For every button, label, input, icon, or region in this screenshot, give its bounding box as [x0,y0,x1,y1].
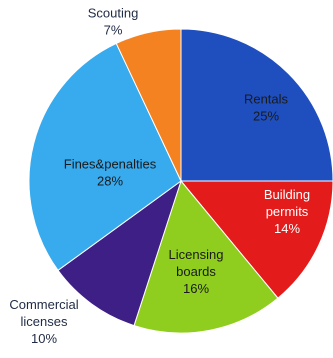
category-label: Commercial [9,297,78,312]
label-rentals: Rentals 25% [244,92,289,124]
value-label: 16% [183,281,209,296]
label-building-permits: Building permits 14% [264,187,310,236]
category-label: Fines&penalties [64,157,157,172]
pie-slices [28,28,333,334]
label-fines-penalties: Fines&penalties 28% [64,157,157,189]
value-label: 7% [104,23,123,38]
pie-labels: Rentals 25% Building permits 14% Licensing boa… [9,6,310,347]
category-label: Scouting [88,6,139,21]
slice-commercial-licenses [57,179,182,327]
value-label: 14% [274,221,300,236]
category-label: boards [176,264,216,279]
category-label: licenses [21,314,68,329]
slice-licensing-boards [133,179,279,334]
label-scouting: Scouting 7% [88,6,139,38]
slice-rentals [180,28,333,182]
value-label: 10% [31,331,57,346]
category-label: Building [264,187,310,202]
slice-fines-penalties [28,42,182,272]
category-label: Licensing [169,247,224,262]
label-licensing-boards: Licensing boards 16% [169,247,224,296]
slice-scouting [115,28,182,182]
category-label: Rentals [244,92,289,107]
category-label: permits [266,204,309,219]
label-commercial-licenses: Commercial licenses 10% [9,297,78,346]
value-label: 25% [253,109,279,124]
value-label: 28% [97,174,123,189]
